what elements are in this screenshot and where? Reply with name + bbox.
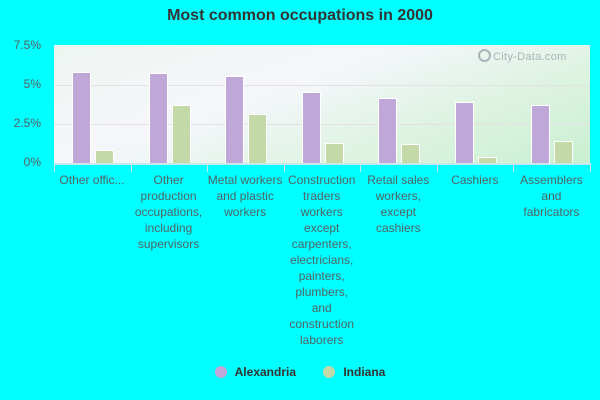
legend: Alexandria Indiana: [0, 365, 600, 381]
gridline-5: [54, 85, 590, 86]
bar-alexandria[interactable]: [531, 105, 551, 163]
x-axis: [54, 163, 590, 165]
bar-indiana[interactable]: [554, 141, 574, 163]
y-tick-label: 0%: [23, 155, 41, 169]
x-tick: [360, 163, 361, 172]
y-tick-label: 5%: [23, 77, 41, 91]
bar-indiana[interactable]: [401, 144, 421, 163]
watermark: City-Data.com: [478, 49, 567, 63]
bar-indiana[interactable]: [171, 105, 191, 163]
x-category-label: Construction traders workers except carp…: [288, 173, 356, 347]
bar-indiana[interactable]: [477, 157, 497, 163]
legend-label: Alexandria: [234, 365, 296, 379]
x-tick: [131, 163, 132, 172]
chart-title: Most common occupations in 2000: [167, 7, 433, 24]
legend-item-alexandria[interactable]: Alexandria: [214, 365, 296, 379]
x-category-label: Retail sales workers, except cashiers: [367, 173, 430, 235]
bar-indiana[interactable]: [248, 114, 268, 163]
x-tick: [437, 163, 438, 172]
x-tick: [513, 163, 514, 172]
bar-indiana[interactable]: [95, 150, 114, 163]
bar-alexandria[interactable]: [148, 73, 168, 163]
plot-area: [54, 45, 590, 163]
x-category-label: Other offic...: [59, 173, 125, 187]
x-tick: [54, 163, 55, 172]
x-category-label: Other production occupations, including …: [134, 173, 203, 251]
x-tick: [590, 163, 591, 172]
x-tick: [207, 163, 208, 172]
legend-dot-icon: [323, 366, 336, 378]
x-tick: [284, 163, 285, 172]
bar-alexandria[interactable]: [225, 76, 245, 163]
y-tick-label: 7.5%: [13, 38, 41, 52]
legend-dot-icon: [214, 366, 227, 378]
legend-label: Indiana: [343, 365, 386, 379]
watermark-text: City-Data.com: [493, 51, 567, 63]
x-category-label: Assemblers and fabricators: [520, 173, 583, 219]
gridline-2-5: [54, 124, 590, 125]
x-category-label: Cashiers: [451, 173, 499, 187]
bar-alexandria[interactable]: [378, 98, 398, 163]
legend-item-indiana[interactable]: Indiana: [323, 365, 385, 379]
y-tick-label: 2.5%: [13, 116, 41, 130]
x-category-label: Metal workers and plastic workers: [207, 173, 283, 219]
magnifier-icon: [478, 49, 491, 62]
bar-alexandria[interactable]: [72, 72, 91, 163]
bar-alexandria[interactable]: [301, 92, 321, 163]
bar-alexandria[interactable]: [454, 102, 474, 163]
bar-indiana[interactable]: [324, 143, 344, 163]
